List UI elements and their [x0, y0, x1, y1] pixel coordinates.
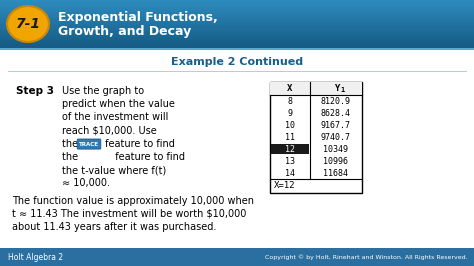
Text: 13: 13 [285, 156, 295, 165]
Bar [0, 19, 474, 20]
Bar [0, 38, 474, 40]
Bar [0, 50, 474, 248]
Text: 11684: 11684 [323, 168, 348, 177]
Bar [0, 15, 474, 17]
Text: the: the [62, 139, 81, 149]
Text: Y: Y [334, 84, 339, 93]
Bar [0, 30, 474, 31]
Bar [0, 34, 474, 36]
Text: Example 2 Continued: Example 2 Continued [171, 57, 303, 67]
Bar [0, 7, 474, 9]
Text: feature to find: feature to find [102, 139, 175, 149]
Text: the t-value where f(t): the t-value where f(t) [62, 165, 166, 175]
Bar [0, 35, 474, 37]
Bar [0, 16, 474, 18]
Text: predict when the value: predict when the value [62, 99, 175, 109]
Bar [0, 10, 474, 12]
Bar [0, 2, 474, 4]
Bar [0, 20, 474, 22]
Bar [0, 13, 474, 14]
Text: about 11.43 years after it was purchased.: about 11.43 years after it was purchased… [12, 222, 216, 232]
Bar [0, 26, 474, 28]
Bar [0, 4, 474, 6]
Text: reach $10,000. Use: reach $10,000. Use [62, 126, 157, 136]
Text: Holt Algebra 2: Holt Algebra 2 [8, 252, 63, 261]
Text: 1: 1 [340, 87, 344, 93]
Text: 8: 8 [288, 97, 292, 106]
Bar [0, 18, 474, 19]
Text: t ≈ 11.43 The investment will be worth $10,000: t ≈ 11.43 The investment will be worth $… [12, 209, 246, 219]
Text: 10349: 10349 [323, 144, 348, 153]
Text: 11: 11 [285, 132, 295, 142]
Bar [0, 14, 474, 16]
Bar [0, 33, 474, 35]
Bar [0, 0, 474, 1]
Text: 12: 12 [285, 144, 295, 153]
Text: TRACE: TRACE [79, 142, 99, 147]
Text: Use the graph to: Use the graph to [62, 86, 144, 96]
Bar [0, 39, 474, 41]
Text: X=12: X=12 [274, 181, 295, 190]
Text: the                  feature to find: the feature to find [62, 152, 185, 162]
Bar [0, 21, 474, 23]
Bar [0, 6, 474, 7]
Text: X: X [287, 84, 292, 93]
Text: ≈ 10,000.: ≈ 10,000. [62, 178, 110, 188]
Bar [0, 44, 474, 45]
Bar [271, 144, 309, 154]
Bar [0, 27, 474, 29]
Text: Exponential Functions,: Exponential Functions, [58, 10, 218, 23]
Text: 10996: 10996 [323, 156, 348, 165]
Bar [270, 82, 362, 95]
Bar [0, 1, 474, 2]
Bar [0, 11, 474, 13]
Bar [0, 22, 474, 24]
Bar [0, 248, 474, 266]
Bar [0, 45, 474, 47]
Bar [0, 41, 474, 43]
Text: 7-1: 7-1 [16, 17, 40, 31]
Bar [0, 3, 474, 5]
FancyBboxPatch shape [77, 139, 101, 149]
Bar [270, 82, 362, 193]
Text: Step 3: Step 3 [16, 86, 54, 96]
Text: Growth, and Decay: Growth, and Decay [58, 24, 191, 38]
Text: 8120.9: 8120.9 [321, 97, 351, 106]
Bar [0, 8, 474, 10]
Text: 9740.7: 9740.7 [321, 132, 351, 142]
Bar [0, 32, 474, 34]
Bar [0, 40, 474, 42]
Bar [0, 23, 474, 25]
Bar [0, 25, 474, 26]
Bar [0, 9, 474, 11]
Text: of the investment will: of the investment will [62, 113, 168, 122]
Bar [0, 28, 474, 30]
Text: The function value is approximately 10,000 when: The function value is approximately 10,0… [12, 196, 254, 206]
Text: 14: 14 [285, 168, 295, 177]
Text: 8628.4: 8628.4 [321, 109, 351, 118]
Bar [0, 43, 474, 44]
Bar [0, 31, 474, 32]
Text: 9: 9 [288, 109, 292, 118]
Bar [0, 37, 474, 38]
Text: Copyright © by Holt, Rinehart and Winston. All Rights Reserved.: Copyright © by Holt, Rinehart and Winsto… [265, 254, 468, 260]
Text: 9167.7: 9167.7 [321, 120, 351, 130]
Ellipse shape [7, 6, 49, 42]
Bar [0, 46, 474, 48]
Text: 10: 10 [285, 120, 295, 130]
